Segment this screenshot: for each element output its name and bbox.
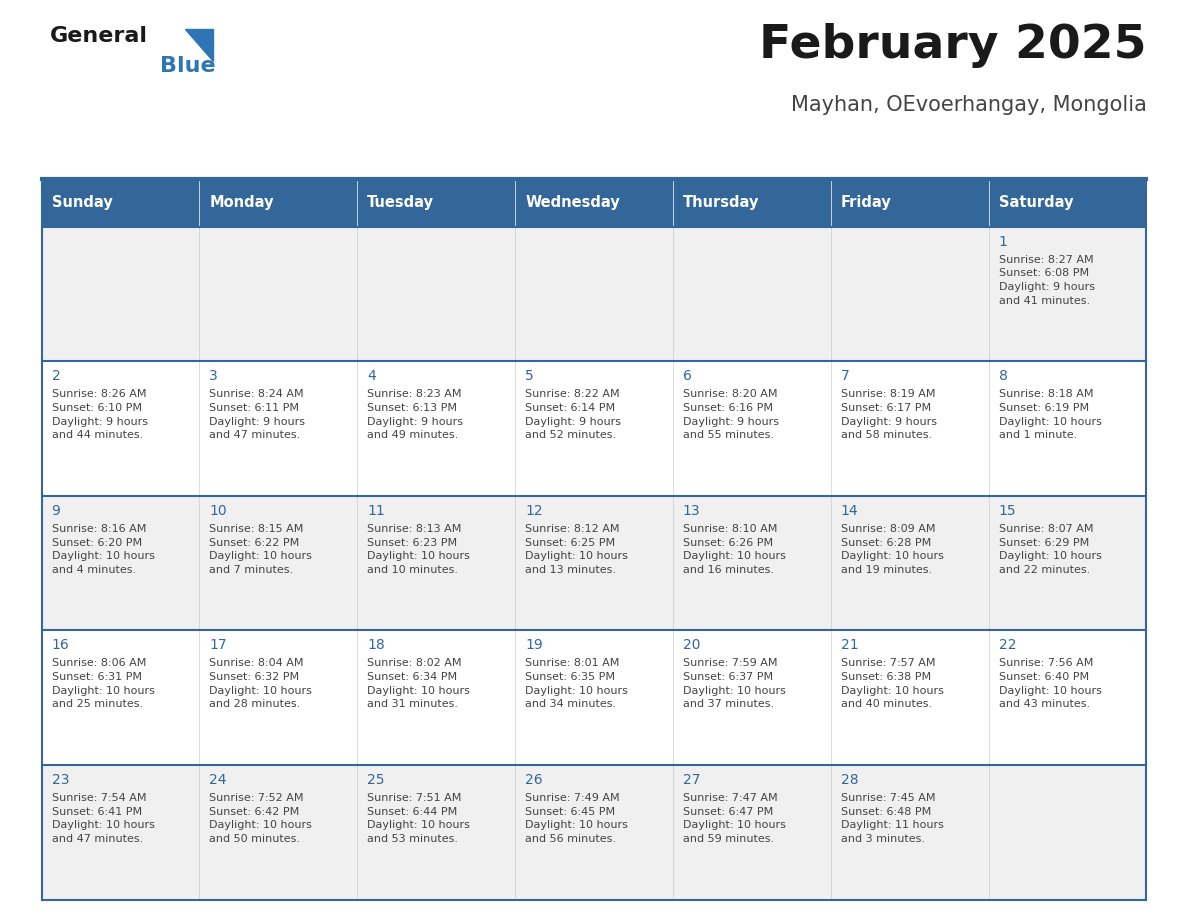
Text: Sunrise: 8:07 AM
Sunset: 6:29 PM
Daylight: 10 hours
and 22 minutes.: Sunrise: 8:07 AM Sunset: 6:29 PM Dayligh… (999, 524, 1101, 575)
FancyBboxPatch shape (42, 179, 1146, 227)
Text: Sunrise: 7:56 AM
Sunset: 6:40 PM
Daylight: 10 hours
and 43 minutes.: Sunrise: 7:56 AM Sunset: 6:40 PM Dayligh… (999, 658, 1101, 710)
Text: Sunrise: 7:51 AM
Sunset: 6:44 PM
Daylight: 10 hours
and 53 minutes.: Sunrise: 7:51 AM Sunset: 6:44 PM Dayligh… (367, 793, 470, 844)
Text: 24: 24 (209, 773, 227, 787)
Text: 27: 27 (683, 773, 701, 787)
Text: 9: 9 (51, 504, 61, 518)
Text: Sunrise: 8:24 AM
Sunset: 6:11 PM
Daylight: 9 hours
and 47 minutes.: Sunrise: 8:24 AM Sunset: 6:11 PM Dayligh… (209, 389, 305, 440)
Text: Sunrise: 8:20 AM
Sunset: 6:16 PM
Daylight: 9 hours
and 55 minutes.: Sunrise: 8:20 AM Sunset: 6:16 PM Dayligh… (683, 389, 779, 440)
Text: 20: 20 (683, 639, 701, 653)
Text: Sunrise: 8:10 AM
Sunset: 6:26 PM
Daylight: 10 hours
and 16 minutes.: Sunrise: 8:10 AM Sunset: 6:26 PM Dayligh… (683, 524, 785, 575)
Text: Sunrise: 8:22 AM
Sunset: 6:14 PM
Daylight: 9 hours
and 52 minutes.: Sunrise: 8:22 AM Sunset: 6:14 PM Dayligh… (525, 389, 621, 440)
Text: Thursday: Thursday (683, 196, 759, 210)
Text: 11: 11 (367, 504, 385, 518)
Text: Sunrise: 7:57 AM
Sunset: 6:38 PM
Daylight: 10 hours
and 40 minutes.: Sunrise: 7:57 AM Sunset: 6:38 PM Dayligh… (841, 658, 943, 710)
Text: 21: 21 (841, 639, 859, 653)
Text: Monday: Monday (209, 196, 274, 210)
Text: Saturday: Saturday (999, 196, 1073, 210)
Text: 28: 28 (841, 773, 859, 787)
FancyBboxPatch shape (42, 227, 1146, 362)
Text: Sunrise: 7:49 AM
Sunset: 6:45 PM
Daylight: 10 hours
and 56 minutes.: Sunrise: 7:49 AM Sunset: 6:45 PM Dayligh… (525, 793, 628, 844)
Text: 4: 4 (367, 369, 375, 384)
Text: 15: 15 (999, 504, 1016, 518)
Text: Sunrise: 7:47 AM
Sunset: 6:47 PM
Daylight: 10 hours
and 59 minutes.: Sunrise: 7:47 AM Sunset: 6:47 PM Dayligh… (683, 793, 785, 844)
Text: Sunrise: 8:09 AM
Sunset: 6:28 PM
Daylight: 10 hours
and 19 minutes.: Sunrise: 8:09 AM Sunset: 6:28 PM Dayligh… (841, 524, 943, 575)
Text: 25: 25 (367, 773, 385, 787)
Text: 8: 8 (999, 369, 1007, 384)
Text: Mayhan, OEvoerhangay, Mongolia: Mayhan, OEvoerhangay, Mongolia (790, 95, 1146, 116)
Text: General: General (50, 27, 147, 47)
Text: Sunrise: 7:54 AM
Sunset: 6:41 PM
Daylight: 10 hours
and 47 minutes.: Sunrise: 7:54 AM Sunset: 6:41 PM Dayligh… (51, 793, 154, 844)
FancyBboxPatch shape (42, 362, 1146, 496)
Text: Sunrise: 8:19 AM
Sunset: 6:17 PM
Daylight: 9 hours
and 58 minutes.: Sunrise: 8:19 AM Sunset: 6:17 PM Dayligh… (841, 389, 937, 440)
Text: 19: 19 (525, 639, 543, 653)
Text: Sunrise: 7:45 AM
Sunset: 6:48 PM
Daylight: 11 hours
and 3 minutes.: Sunrise: 7:45 AM Sunset: 6:48 PM Dayligh… (841, 793, 943, 844)
Text: 7: 7 (841, 369, 849, 384)
Text: 10: 10 (209, 504, 227, 518)
FancyBboxPatch shape (42, 765, 1146, 900)
Text: February 2025: February 2025 (759, 23, 1146, 68)
Text: 23: 23 (51, 773, 69, 787)
Text: Sunrise: 8:15 AM
Sunset: 6:22 PM
Daylight: 10 hours
and 7 minutes.: Sunrise: 8:15 AM Sunset: 6:22 PM Dayligh… (209, 524, 312, 575)
Text: Sunrise: 8:23 AM
Sunset: 6:13 PM
Daylight: 9 hours
and 49 minutes.: Sunrise: 8:23 AM Sunset: 6:13 PM Dayligh… (367, 389, 463, 440)
Text: 16: 16 (51, 639, 69, 653)
Text: 26: 26 (525, 773, 543, 787)
Text: Sunrise: 8:06 AM
Sunset: 6:31 PM
Daylight: 10 hours
and 25 minutes.: Sunrise: 8:06 AM Sunset: 6:31 PM Dayligh… (51, 658, 154, 710)
Text: 6: 6 (683, 369, 691, 384)
Text: 18: 18 (367, 639, 385, 653)
Text: Sunrise: 7:59 AM
Sunset: 6:37 PM
Daylight: 10 hours
and 37 minutes.: Sunrise: 7:59 AM Sunset: 6:37 PM Dayligh… (683, 658, 785, 710)
FancyBboxPatch shape (42, 496, 1146, 631)
Text: 5: 5 (525, 369, 533, 384)
Polygon shape (184, 29, 213, 62)
Text: Sunrise: 7:52 AM
Sunset: 6:42 PM
Daylight: 10 hours
and 50 minutes.: Sunrise: 7:52 AM Sunset: 6:42 PM Dayligh… (209, 793, 312, 844)
Text: Sunrise: 8:04 AM
Sunset: 6:32 PM
Daylight: 10 hours
and 28 minutes.: Sunrise: 8:04 AM Sunset: 6:32 PM Dayligh… (209, 658, 312, 710)
FancyBboxPatch shape (42, 631, 1146, 765)
Text: Sunrise: 8:26 AM
Sunset: 6:10 PM
Daylight: 9 hours
and 44 minutes.: Sunrise: 8:26 AM Sunset: 6:10 PM Dayligh… (51, 389, 147, 440)
Text: 17: 17 (209, 639, 227, 653)
Text: 22: 22 (999, 639, 1016, 653)
Text: Sunrise: 8:12 AM
Sunset: 6:25 PM
Daylight: 10 hours
and 13 minutes.: Sunrise: 8:12 AM Sunset: 6:25 PM Dayligh… (525, 524, 628, 575)
Text: Sunrise: 8:16 AM
Sunset: 6:20 PM
Daylight: 10 hours
and 4 minutes.: Sunrise: 8:16 AM Sunset: 6:20 PM Dayligh… (51, 524, 154, 575)
Text: Sunday: Sunday (51, 196, 113, 210)
Text: Tuesday: Tuesday (367, 196, 435, 210)
Text: Sunrise: 8:02 AM
Sunset: 6:34 PM
Daylight: 10 hours
and 31 minutes.: Sunrise: 8:02 AM Sunset: 6:34 PM Dayligh… (367, 658, 470, 710)
Text: Sunrise: 8:01 AM
Sunset: 6:35 PM
Daylight: 10 hours
and 34 minutes.: Sunrise: 8:01 AM Sunset: 6:35 PM Dayligh… (525, 658, 628, 710)
Text: Wednesday: Wednesday (525, 196, 620, 210)
Text: Friday: Friday (841, 196, 891, 210)
Text: 3: 3 (209, 369, 219, 384)
Text: 1: 1 (999, 235, 1007, 249)
Text: 14: 14 (841, 504, 859, 518)
Text: Sunrise: 8:18 AM
Sunset: 6:19 PM
Daylight: 10 hours
and 1 minute.: Sunrise: 8:18 AM Sunset: 6:19 PM Dayligh… (999, 389, 1101, 440)
Text: Sunrise: 8:13 AM
Sunset: 6:23 PM
Daylight: 10 hours
and 10 minutes.: Sunrise: 8:13 AM Sunset: 6:23 PM Dayligh… (367, 524, 470, 575)
Text: 12: 12 (525, 504, 543, 518)
Text: 13: 13 (683, 504, 701, 518)
Text: 2: 2 (51, 369, 61, 384)
Text: Blue: Blue (159, 56, 215, 76)
Text: Sunrise: 8:27 AM
Sunset: 6:08 PM
Daylight: 9 hours
and 41 minutes.: Sunrise: 8:27 AM Sunset: 6:08 PM Dayligh… (999, 255, 1094, 306)
